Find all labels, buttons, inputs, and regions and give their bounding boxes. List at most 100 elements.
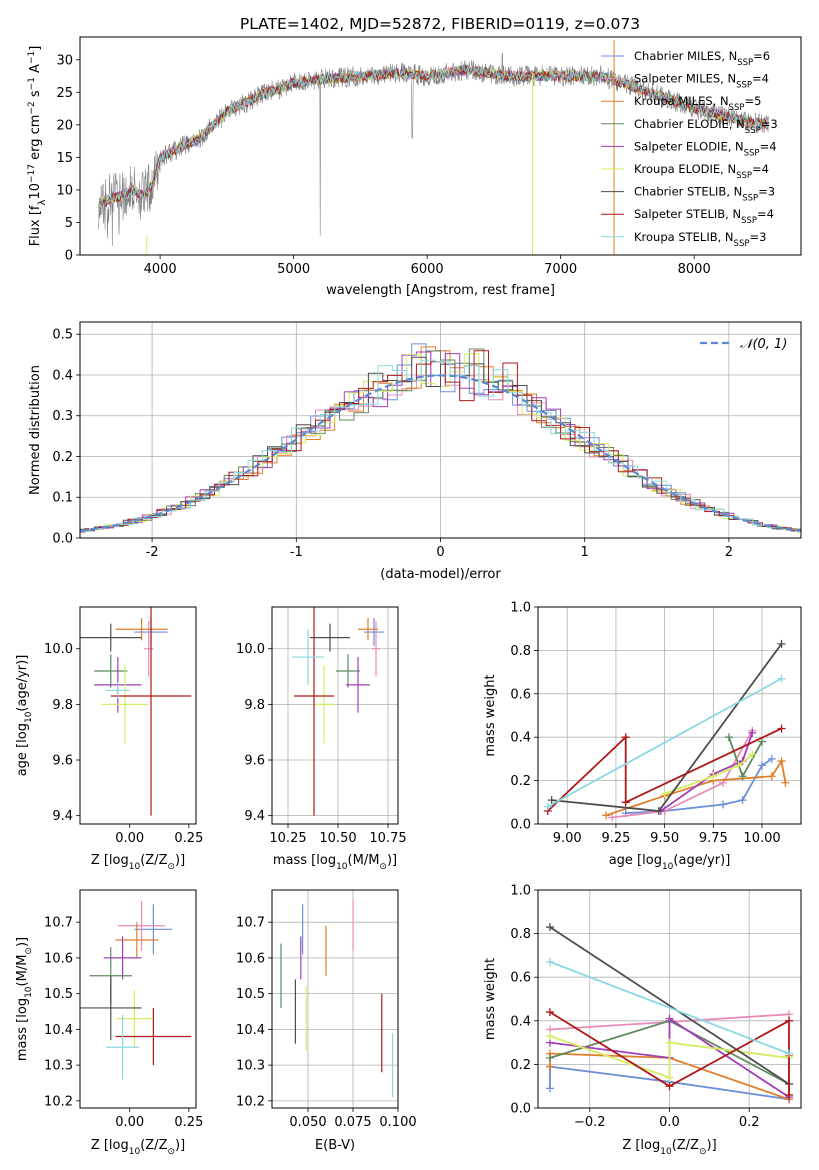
marker-chabrier_elodie <box>758 737 767 746</box>
series-line-salpeter_stelib <box>549 1011 790 1095</box>
legend-tail: =3 <box>758 185 775 199</box>
legend-sub: SSP <box>742 194 758 204</box>
tick-label-x: 9.25 <box>601 831 630 846</box>
tick-label-y: 5 <box>65 216 73 231</box>
tick-label-x: 0.0 <box>659 1115 680 1130</box>
series-line-kroupa_stelib <box>547 677 782 808</box>
legend-label-chabrier_elodie: Chabrier ELODIE, NSSP=3 <box>634 117 778 136</box>
marker-salpeter_elodie <box>665 1014 674 1023</box>
weight_vs_age-plot-area <box>543 639 790 822</box>
legend-tail: =4 <box>752 162 769 176</box>
tick-label-x: 0.075 <box>334 1115 371 1130</box>
marker-chabrier_stelib <box>777 639 786 648</box>
y-axis-label-part: erg cm <box>28 115 43 164</box>
x-axis-label-part: ⊙ <box>167 862 175 872</box>
marker-salpeter_stelib <box>621 798 630 807</box>
axes-frame <box>271 606 399 825</box>
residuals-panel: -2 -1 0 1 2 0.0 0.1 0.2 0.3 0.4 0.5 (data-model)/er… <box>28 321 802 582</box>
y-axis-label-part: 10 <box>28 183 43 200</box>
marker-chabrier_stelib <box>547 796 556 805</box>
x-axis-label-part: M/M <box>353 853 380 868</box>
legend-sub: SSP <box>745 126 761 136</box>
spectrum-plot-area <box>98 40 770 255</box>
tick-label-x: 0.25 <box>174 1115 203 1130</box>
mass_vs_ebv-plot-area <box>280 900 394 1098</box>
marker-kroupa_miles <box>602 811 611 820</box>
x-axis-label: Z [log10(Z/Z⊙)] <box>91 1138 185 1157</box>
tick-label-y: 10 <box>56 183 73 198</box>
marker-chabrier_miles <box>758 761 767 770</box>
legend-label-salpeter_miles: Salpeter MILES, NSSP=4 <box>634 72 769 91</box>
legend-text: Salpeter STELIB, N <box>634 207 741 221</box>
x-axis-label-part: ( <box>348 853 353 868</box>
marker-kroupa_elodie <box>709 772 718 781</box>
tick-label-x: 8000 <box>678 262 711 277</box>
x-axis-label-part: ⊙ <box>699 1147 707 1157</box>
y-axis-label-part: Flux [f <box>28 205 43 246</box>
x-axis-label-part: 10 <box>336 862 348 872</box>
y-axis-label-part: 10 <box>24 711 34 723</box>
tick-label-x: 0.100 <box>379 1115 416 1130</box>
series-line-kroupa_elodie <box>664 753 753 795</box>
tick-label-y: 0.0 <box>52 532 73 547</box>
marker-chabrier_elodie <box>724 733 733 742</box>
y-axis-label: Normed distribution <box>28 365 43 495</box>
series-line-kroupa_elodie <box>549 1035 790 1079</box>
tick-label-y: 0 <box>65 249 73 264</box>
x-axis-label-part: ( <box>140 853 145 868</box>
normal-reference-curve <box>80 374 801 532</box>
marker-kroupa_miles <box>781 778 790 787</box>
y-axis-label-part: s <box>28 90 43 101</box>
tick-label-y: 10.6 <box>44 951 73 966</box>
spectrum-model-kroupa_stelib <box>98 64 769 209</box>
series-line-salpeter_stelib <box>547 727 782 812</box>
spectrum-legend: Chabrier MILES, NSSP=6 Salpeter MILES, NS… <box>601 49 778 249</box>
marker-chabrier_stelib <box>654 806 663 815</box>
tick-label-y: 10.2 <box>236 1094 265 1109</box>
histogram-salpeter_elodie <box>80 351 801 533</box>
legend-text: Chabrier MILES, N <box>634 49 737 63</box>
tick-label-x: 0.2 <box>739 1115 760 1130</box>
tick-label-x: −0.2 <box>574 1115 606 1130</box>
legend-label-chabrier_miles: Chabrier MILES, NSSP=6 <box>634 49 770 68</box>
y-axis-label: mass [log10(M/M⊙)] <box>15 937 34 1061</box>
marker-chabrier_miles <box>545 1084 554 1093</box>
y-axis-label: Flux [fλ10−17 erg cm−2 s−1 A−1] <box>27 46 48 247</box>
marker-kroupa_elodie <box>734 761 743 770</box>
legend-label-kroupa_miles: Kroupa MILES, NSSP=5 <box>634 94 761 113</box>
marker-kroupa_stelib <box>777 674 786 683</box>
tick-label-y: 0.0 <box>510 1102 531 1117</box>
weight_vs_Z-panel: −0.2 0.0 0.2 0.0 0.2 0.4 0.6 0.8 1.0 mass weight Z… <box>483 884 802 1157</box>
y-axis-label-part: age [log <box>15 723 30 776</box>
tick-label-y: 10.5 <box>44 987 73 1002</box>
legend-sub: SSP <box>741 216 757 226</box>
tick-label-y: 30 <box>56 53 73 68</box>
x-axis-label-part: Z/Z <box>145 1138 167 1153</box>
tick-label-y: 10.6 <box>236 951 265 966</box>
y-axis-label-part: ( <box>15 707 30 712</box>
legend-tail: =3 <box>749 230 766 244</box>
legend-text: Kroupa ELODIE, N <box>634 162 736 176</box>
legend-sub: SSP <box>736 171 752 181</box>
marker-kroupa_miles <box>777 757 786 766</box>
tick-label-y: 0.4 <box>510 1014 531 1029</box>
y-axis-label-part: age/yr <box>15 664 30 706</box>
marker-salpeter_stelib <box>785 1090 794 1099</box>
tick-label-y: 0.1 <box>52 491 73 506</box>
x-axis-label-part: ( <box>140 1138 145 1153</box>
tick-label-y: 10.5 <box>236 987 265 1002</box>
series-line-salpeter_elodie <box>549 1016 790 1098</box>
tick-label-y: 1.0 <box>510 601 531 616</box>
x-axis-label-part: mass [log <box>273 853 336 868</box>
x-axis-label-part: age [log <box>609 853 662 868</box>
legend-sub: SSP <box>744 148 760 158</box>
tick-label-x: 0 <box>436 545 444 560</box>
x-axis-label: (data-model)/error <box>380 567 501 582</box>
x-axis-label-part: 10 <box>660 1147 672 1157</box>
legend-text: Kroupa STELIB, N <box>634 230 734 244</box>
legend-tail: =5 <box>744 94 761 108</box>
legend-label-chabrier_stelib: Chabrier STELIB, NSSP=3 <box>634 185 775 204</box>
marker-kroupa_miles <box>545 1062 554 1071</box>
y-axis-label-part: −17 <box>27 164 37 183</box>
